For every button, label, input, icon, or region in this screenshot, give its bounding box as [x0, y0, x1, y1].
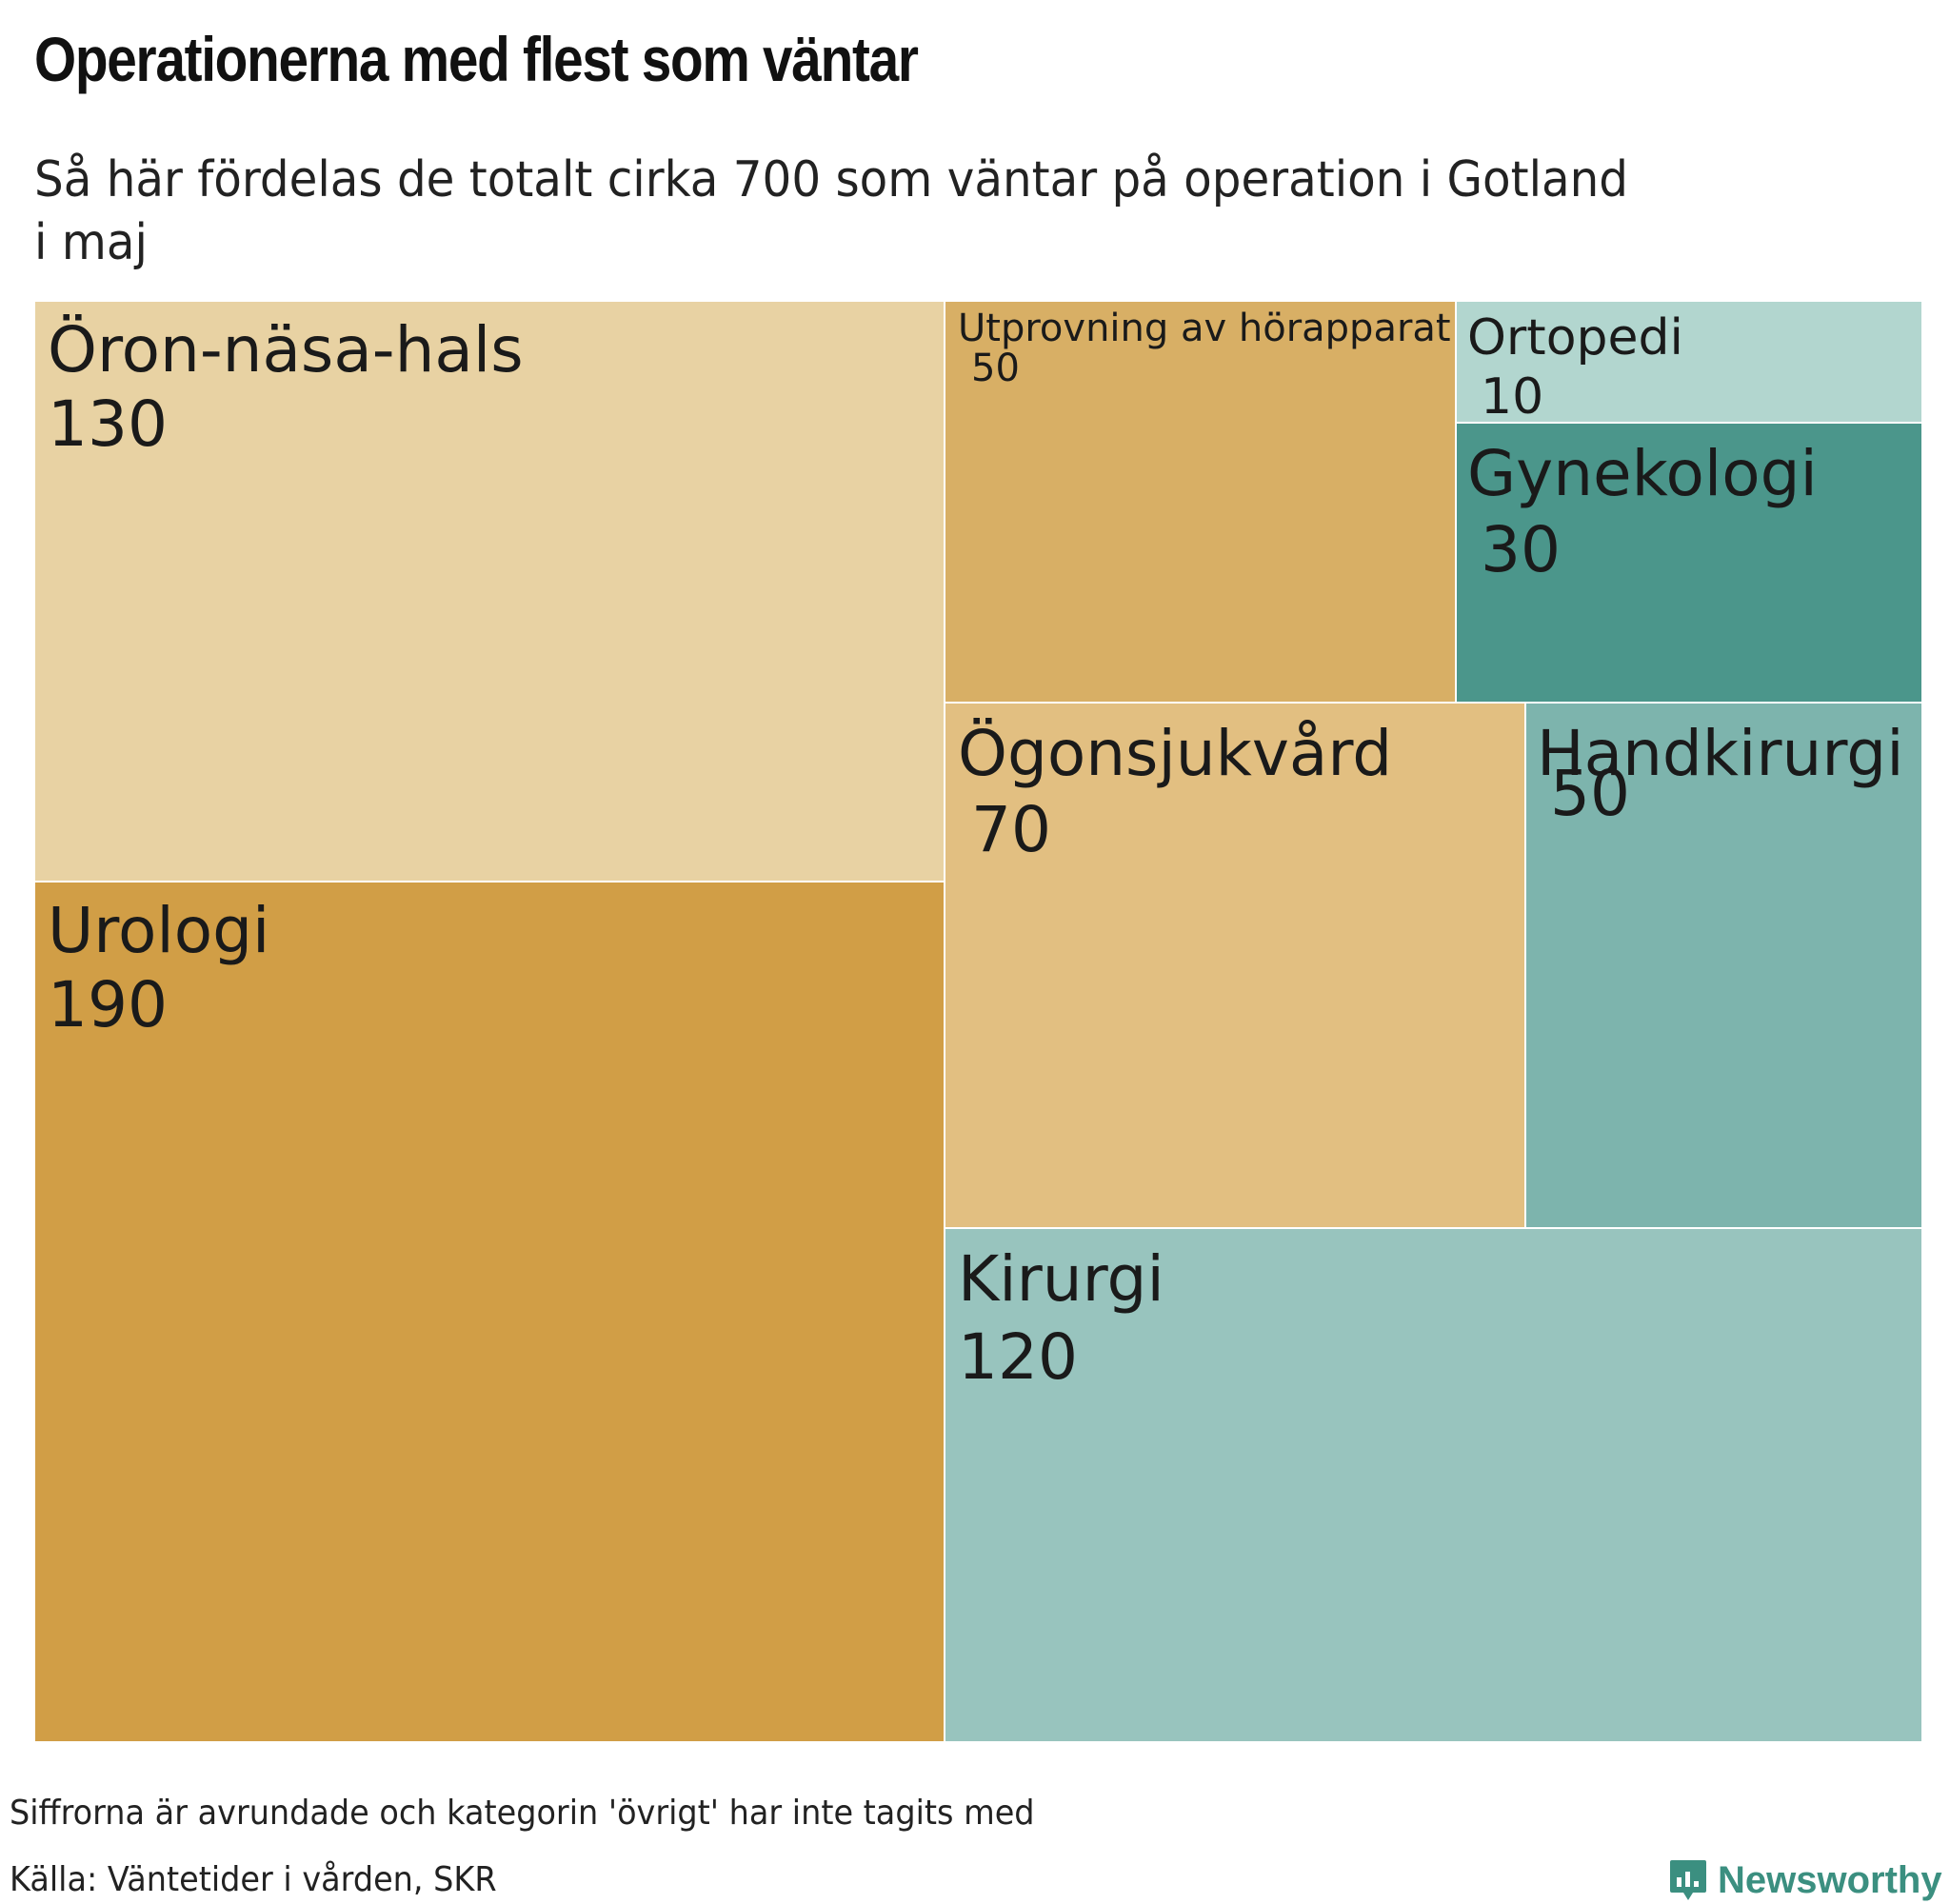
footnote: Siffrorna är avrundade och kategorin 'öv…	[10, 1794, 1035, 1833]
cell-value: 70	[971, 793, 1051, 866]
cell-value: 30	[1481, 513, 1561, 586]
cell-label: Ögonsjukvård	[958, 717, 1392, 790]
treemap-rect	[1455, 422, 1923, 704]
cell-label: Handkirurgi	[1537, 717, 1904, 790]
chart-title: Operationerna med flest som väntar	[34, 24, 919, 94]
cell-value: 50	[971, 347, 1020, 390]
treemap-rect	[1455, 300, 1923, 424]
cell-label: Ortopedi	[1467, 309, 1683, 367]
treemap-rect	[944, 702, 1526, 1229]
treemap-rect	[33, 881, 945, 1743]
cell-label: Öron-näsa-hals	[48, 313, 524, 387]
brand-name: Newsworthy	[1718, 1858, 1942, 1901]
source-note: Källa: Väntetider i vården, SKR	[10, 1860, 497, 1899]
cell-label: Kirurgi	[958, 1242, 1164, 1316]
bar-chart-speech-bubble-icon	[1670, 1860, 1706, 1900]
treemap-rect	[1524, 702, 1923, 1229]
brand-logo: Newsworthy	[1668, 1856, 1942, 1904]
cell-value: 50	[1550, 757, 1630, 830]
cell-label: Gynekologi	[1467, 437, 1818, 510]
cell-value: 120	[958, 1320, 1078, 1394]
chart-subtitle: Så här fördelas de totalt cirka 700 som …	[34, 151, 1628, 271]
treemap-rect	[944, 1227, 1923, 1743]
cell-value: 130	[48, 387, 168, 461]
cell-label: Urologi	[48, 894, 269, 967]
cell-label: Utprovning av hörapparat	[958, 307, 1451, 350]
treemap-rect	[33, 300, 945, 883]
cell-value: 190	[48, 968, 168, 1041]
cell-value: 10	[1481, 368, 1543, 426]
treemap-rect	[944, 300, 1457, 704]
